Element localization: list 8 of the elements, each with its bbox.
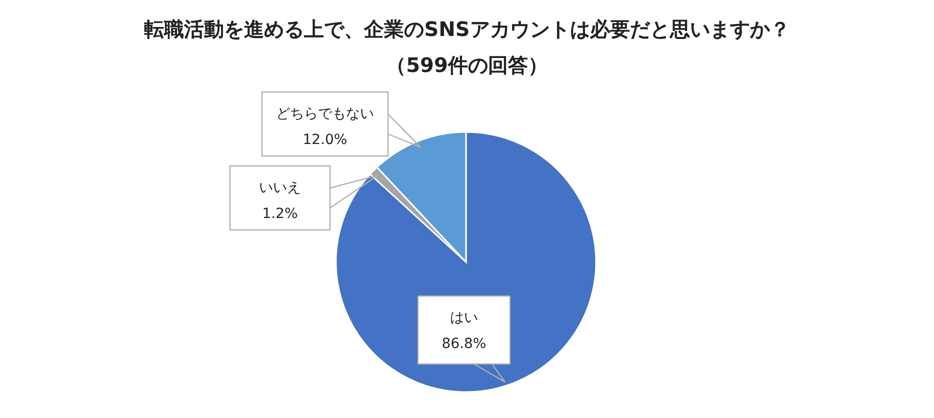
chart-title: 転職活動を進める上で、企業のSNSアカウントは必要だと思いますか？ xyxy=(144,17,790,41)
data-label: 86.8% xyxy=(442,336,486,352)
data-label: 1.2% xyxy=(262,206,298,222)
slice-label: どちらでもない xyxy=(276,106,374,122)
chart-subtitle: （599件の回答） xyxy=(386,53,548,77)
legend-label: いいえ xyxy=(259,180,301,196)
slice-label: はい xyxy=(450,310,478,326)
data-label: 12.0% xyxy=(302,132,348,148)
